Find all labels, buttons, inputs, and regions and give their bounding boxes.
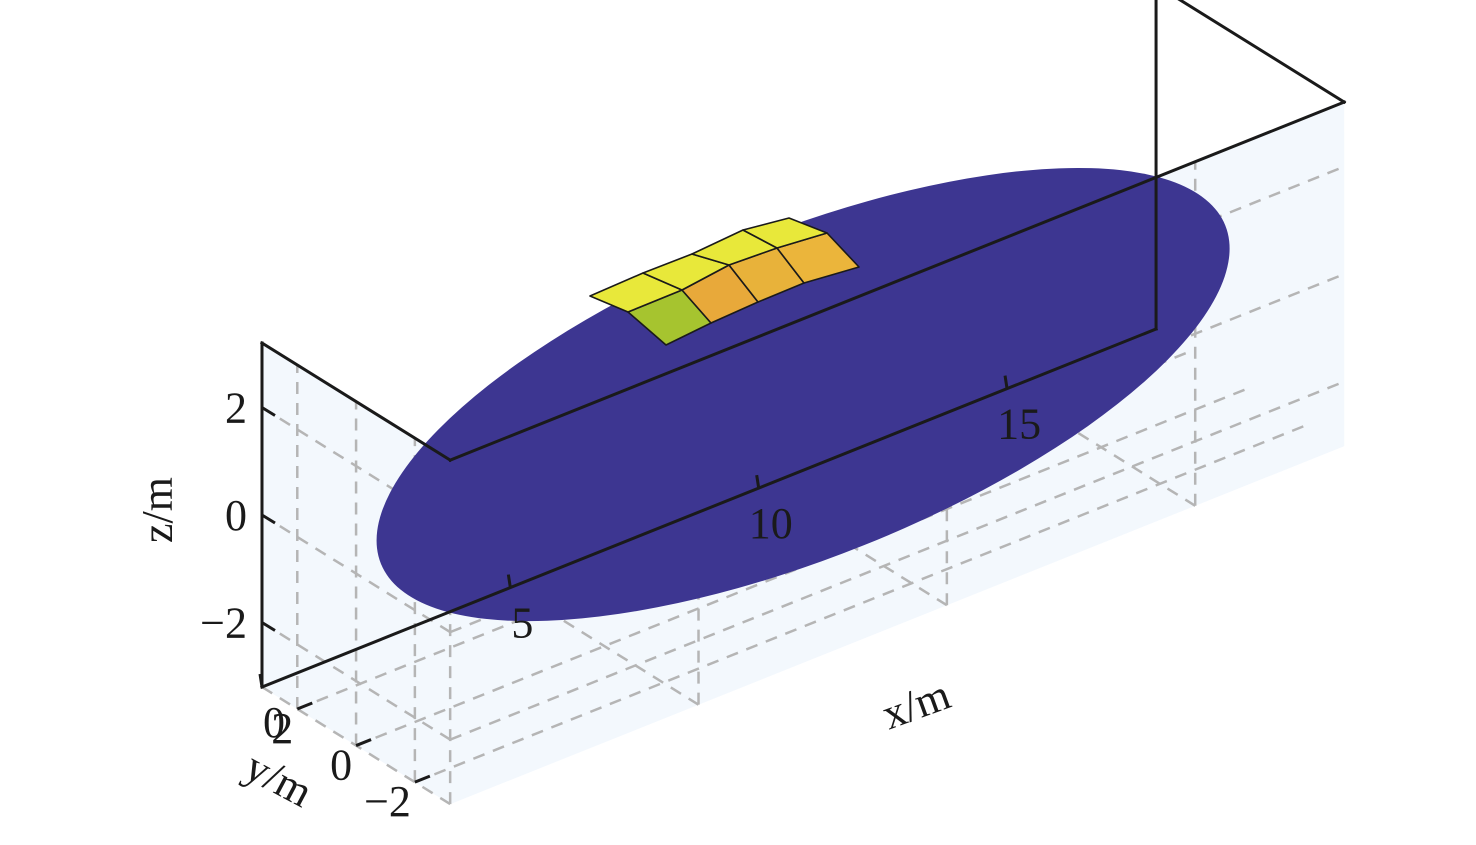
patch-grid-cell-1-3	[742, 217, 828, 249]
x-tick-label-5: 5	[511, 599, 533, 648]
y-axis-title: y/m	[237, 741, 320, 816]
grid-x-floor-5	[509, 586, 700, 706]
y-tick--2	[414, 774, 431, 784]
box-edge-x-front	[260, 327, 1159, 689]
grid-z-back--2	[449, 380, 1345, 741]
z-tick-label--2: −2	[200, 599, 247, 648]
ellipse	[376, 167, 1230, 622]
grid-z-back-0	[449, 272, 1345, 634]
z-tick-0	[261, 513, 276, 525]
z-tick-label-0: 0	[225, 491, 247, 540]
x-tick-label-15: 15	[997, 400, 1041, 449]
grid-z-side-2	[261, 406, 451, 526]
x-tick-label-10: 10	[749, 499, 793, 548]
plot-objects	[376, 167, 1230, 622]
box-edge-top-back	[448, 100, 1347, 463]
z-tick--2	[261, 621, 276, 632]
z-axis-title: z/m	[133, 477, 182, 543]
grid-y-floor-0	[355, 386, 1251, 747]
x-tick-10	[755, 474, 761, 489]
z-tick-label-2: 2	[225, 384, 247, 433]
grid-y-floor--2	[414, 422, 1310, 784]
grid-z-side--2	[261, 621, 451, 741]
y-tick-label-0: 0	[330, 741, 352, 790]
y-tick-label--2: −2	[364, 777, 411, 826]
x-tick-label-0: 0	[263, 698, 285, 747]
x-tick-0	[258, 673, 264, 688]
box-edge-top-right	[1177, 0, 1347, 105]
y-tick-0	[355, 738, 372, 747]
y-tick-label-2: 2	[271, 704, 293, 753]
x-tick-5	[506, 574, 512, 588]
x-tick-15	[1003, 375, 1009, 389]
box-edge-top-left	[259, 340, 453, 463]
grid-z-side-0	[261, 513, 451, 634]
tick-marks	[258, 375, 1009, 784]
x-axis-title: x/m	[875, 670, 956, 739]
y-tick-2	[296, 701, 313, 711]
z-tick-2	[261, 406, 276, 417]
